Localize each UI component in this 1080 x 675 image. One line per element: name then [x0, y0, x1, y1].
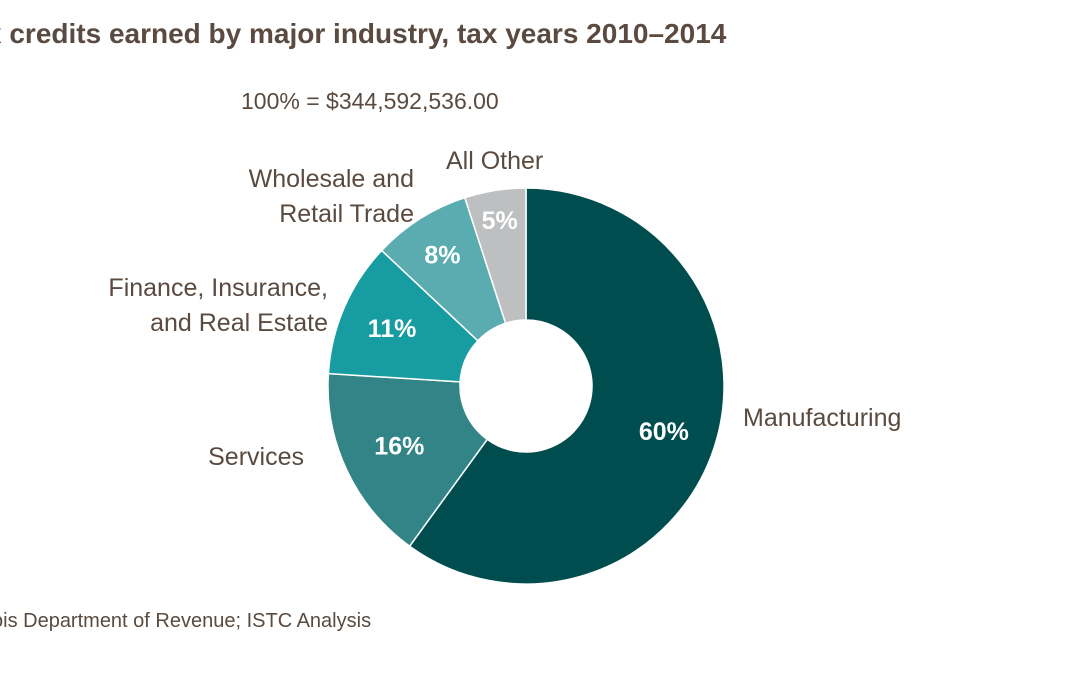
category-label-finance-insurance-and-real-estate: Finance, Insurance, and Real Estate — [108, 274, 328, 337]
value-label-wholesale-and-retail-trade: 8% — [424, 241, 460, 269]
slice-all-other — [463, 187, 527, 325]
chart-title: x credits earned by major industry, tax … — [0, 18, 727, 49]
slice-services — [327, 372, 489, 548]
category-label-wholesale-and-retail-trade: Wholesale and Retail Trade — [249, 165, 414, 228]
chart-total-label: 100% = $344,592,536.00 — [241, 88, 499, 114]
value-label-all-other: 5% — [482, 207, 518, 235]
category-label-manufacturing: Manufacturing — [743, 404, 901, 432]
category-label-all-other: All Other — [446, 147, 543, 175]
category-label-services: Services — [208, 443, 304, 471]
value-label-manufacturing: 60% — [639, 418, 689, 446]
slice-finance-insurance-and-real-estate — [327, 249, 479, 383]
source-note: ois Department of Revenue; ISTC Analysis — [0, 610, 372, 632]
value-label-services: 16% — [374, 433, 424, 461]
value-label-finance-insurance-and-real-estate: 11% — [368, 315, 417, 343]
slice-manufacturing — [408, 187, 725, 585]
